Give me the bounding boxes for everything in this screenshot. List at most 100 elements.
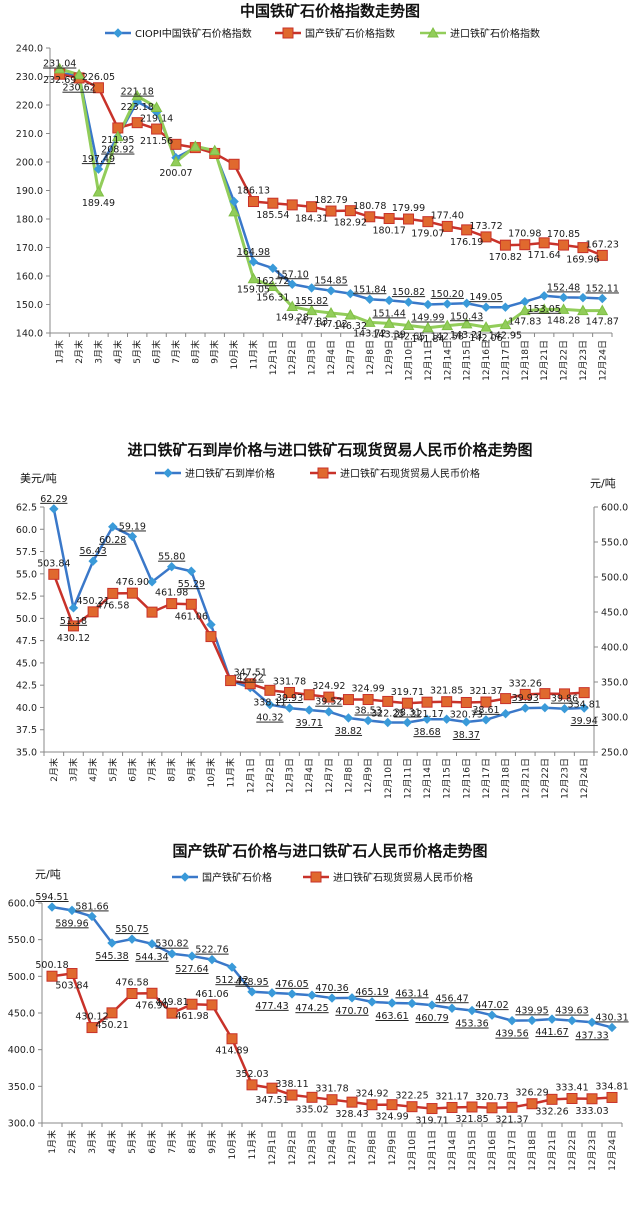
data-label: 147.02 bbox=[314, 319, 347, 330]
data-point-s0 bbox=[268, 263, 278, 273]
y-tick-label: 350.0 bbox=[8, 1082, 35, 1093]
data-point-s1 bbox=[86, 1022, 98, 1034]
data-label: 150.82 bbox=[392, 287, 425, 298]
data-point-s1 bbox=[559, 688, 571, 700]
data-point-s1 bbox=[247, 196, 259, 208]
data-label: 179.07 bbox=[411, 229, 444, 240]
data-label: 226.05 bbox=[82, 72, 115, 83]
x-tick-label: 1月末 bbox=[54, 340, 66, 364]
data-point-s1 bbox=[460, 696, 472, 708]
data-point-s2 bbox=[460, 317, 473, 329]
data-point-s0 bbox=[363, 715, 373, 726]
data-point-s0 bbox=[383, 717, 393, 728]
data-label: 352.03 bbox=[235, 1069, 268, 1080]
data-label: 56.43 bbox=[80, 546, 107, 557]
x-tick-label: 10月末 bbox=[228, 340, 240, 369]
x-tick-label: 12月10日 bbox=[404, 340, 415, 381]
data-label: 38.82 bbox=[335, 726, 362, 737]
data-point-s1 bbox=[526, 1098, 538, 1110]
data-label: 441.67 bbox=[535, 1027, 568, 1038]
data-label: 162.72 bbox=[256, 276, 289, 287]
x-tick-label: 12月9日 bbox=[363, 758, 374, 793]
x-tick-label: 12月22日 bbox=[567, 1130, 578, 1171]
data-point-s0 bbox=[248, 257, 259, 267]
x-tick-label: 12月17日 bbox=[507, 1130, 518, 1171]
data-label: 321.17 bbox=[435, 1091, 468, 1102]
data-point-s2 bbox=[499, 318, 512, 330]
data-point-s2 bbox=[441, 319, 454, 331]
data-label: 170.82 bbox=[489, 252, 522, 263]
data-point-s0 bbox=[207, 954, 217, 965]
data-label: 320.73 bbox=[475, 1092, 508, 1103]
data-label: 321.85 bbox=[455, 1114, 488, 1125]
data-label: 147.87 bbox=[586, 317, 619, 328]
data-point-s1 bbox=[401, 697, 413, 709]
x-tick-label: 12月22日 bbox=[540, 758, 551, 799]
x-tick-label: 10月末 bbox=[226, 1130, 238, 1159]
x-tick-label: 12月7日 bbox=[345, 340, 356, 375]
x-tick-label: 2月末 bbox=[73, 340, 85, 364]
x-tick-label: 9月末 bbox=[185, 758, 197, 782]
data-point-s0 bbox=[187, 951, 197, 961]
data-label: 589.96 bbox=[55, 918, 88, 929]
data-point-s1 bbox=[185, 598, 197, 610]
data-point-s1 bbox=[421, 696, 433, 708]
data-label: 465.19 bbox=[355, 987, 388, 998]
data-point-s0 bbox=[539, 291, 549, 301]
data-point-s0 bbox=[326, 285, 336, 296]
data-point-s1 bbox=[500, 693, 512, 705]
data-point-s0 bbox=[267, 988, 277, 998]
data-label: 476.05 bbox=[275, 979, 308, 990]
data-point-s0 bbox=[558, 292, 569, 303]
data-label: 328.43 bbox=[335, 1109, 368, 1120]
data-label: 463.61 bbox=[375, 1011, 408, 1022]
data-label: 470.36 bbox=[315, 983, 348, 994]
x-tick-label: 10月末 bbox=[205, 758, 217, 787]
y-tick-label: 200.0 bbox=[16, 158, 43, 169]
data-label: 208.92 bbox=[101, 145, 134, 156]
data-point-s2 bbox=[383, 317, 395, 328]
x-tick-label: 12月10日 bbox=[407, 1130, 418, 1171]
chart-import-ore-cif-vs-rmb: 进口铁矿石到岸价格与进口铁矿石现货贸易人民币价格走势图 进口铁矿石到岸价格 进口铁矿… bbox=[0, 400, 643, 812]
data-point-s2 bbox=[247, 272, 260, 284]
x-tick-label: 3月末 bbox=[67, 758, 79, 782]
legend-1-marker bbox=[282, 27, 294, 39]
x-tick-label: 12月8日 bbox=[365, 340, 376, 375]
data-point-s1 bbox=[67, 620, 79, 632]
legend-label-1: 国产铁矿石价格指数 bbox=[305, 27, 395, 40]
y-tick-label: 62.5 bbox=[16, 503, 37, 514]
data-point-s0 bbox=[507, 1015, 517, 1026]
data-point-s1 bbox=[286, 1089, 298, 1101]
data-point-s1 bbox=[266, 1082, 278, 1094]
x-tick-label: 12月23日 bbox=[587, 1130, 598, 1171]
y2-tick-label: 550.0 bbox=[601, 538, 628, 549]
data-point-s2 bbox=[111, 130, 124, 142]
data-point-s0 bbox=[68, 603, 79, 613]
data-label: 439.56 bbox=[495, 1029, 528, 1040]
data-point-s0 bbox=[127, 934, 137, 944]
x-tick-label: 12月21日 bbox=[520, 758, 531, 799]
data-point-s0 bbox=[287, 279, 297, 289]
data-point-s0 bbox=[487, 1010, 497, 1020]
data-label: 338.11 bbox=[253, 697, 286, 708]
data-label: 40.32 bbox=[256, 713, 283, 724]
x-tick-label: 12月7日 bbox=[347, 1130, 358, 1165]
y-tick-label: 160.0 bbox=[16, 272, 43, 283]
data-point-s2 bbox=[363, 316, 376, 327]
data-point-s2 bbox=[596, 304, 609, 316]
data-label: 149.28 bbox=[276, 313, 309, 324]
data-label: 414.89 bbox=[215, 1046, 248, 1057]
data-point-s1 bbox=[446, 1101, 458, 1113]
data-label: 200.07 bbox=[159, 168, 192, 179]
legend-2-marker bbox=[427, 26, 439, 38]
data-point-s2 bbox=[557, 303, 570, 314]
data-point-s0 bbox=[147, 939, 157, 949]
legend-1-marker bbox=[317, 467, 329, 479]
data-point-s1 bbox=[480, 231, 492, 243]
data-label: 156.31 bbox=[256, 293, 289, 304]
data-label: 522.76 bbox=[195, 945, 228, 956]
legend-0-marker bbox=[163, 468, 173, 478]
data-label: 456.47 bbox=[435, 993, 468, 1004]
data-point-s1 bbox=[326, 1094, 338, 1106]
data-label: 151.84 bbox=[353, 284, 386, 295]
